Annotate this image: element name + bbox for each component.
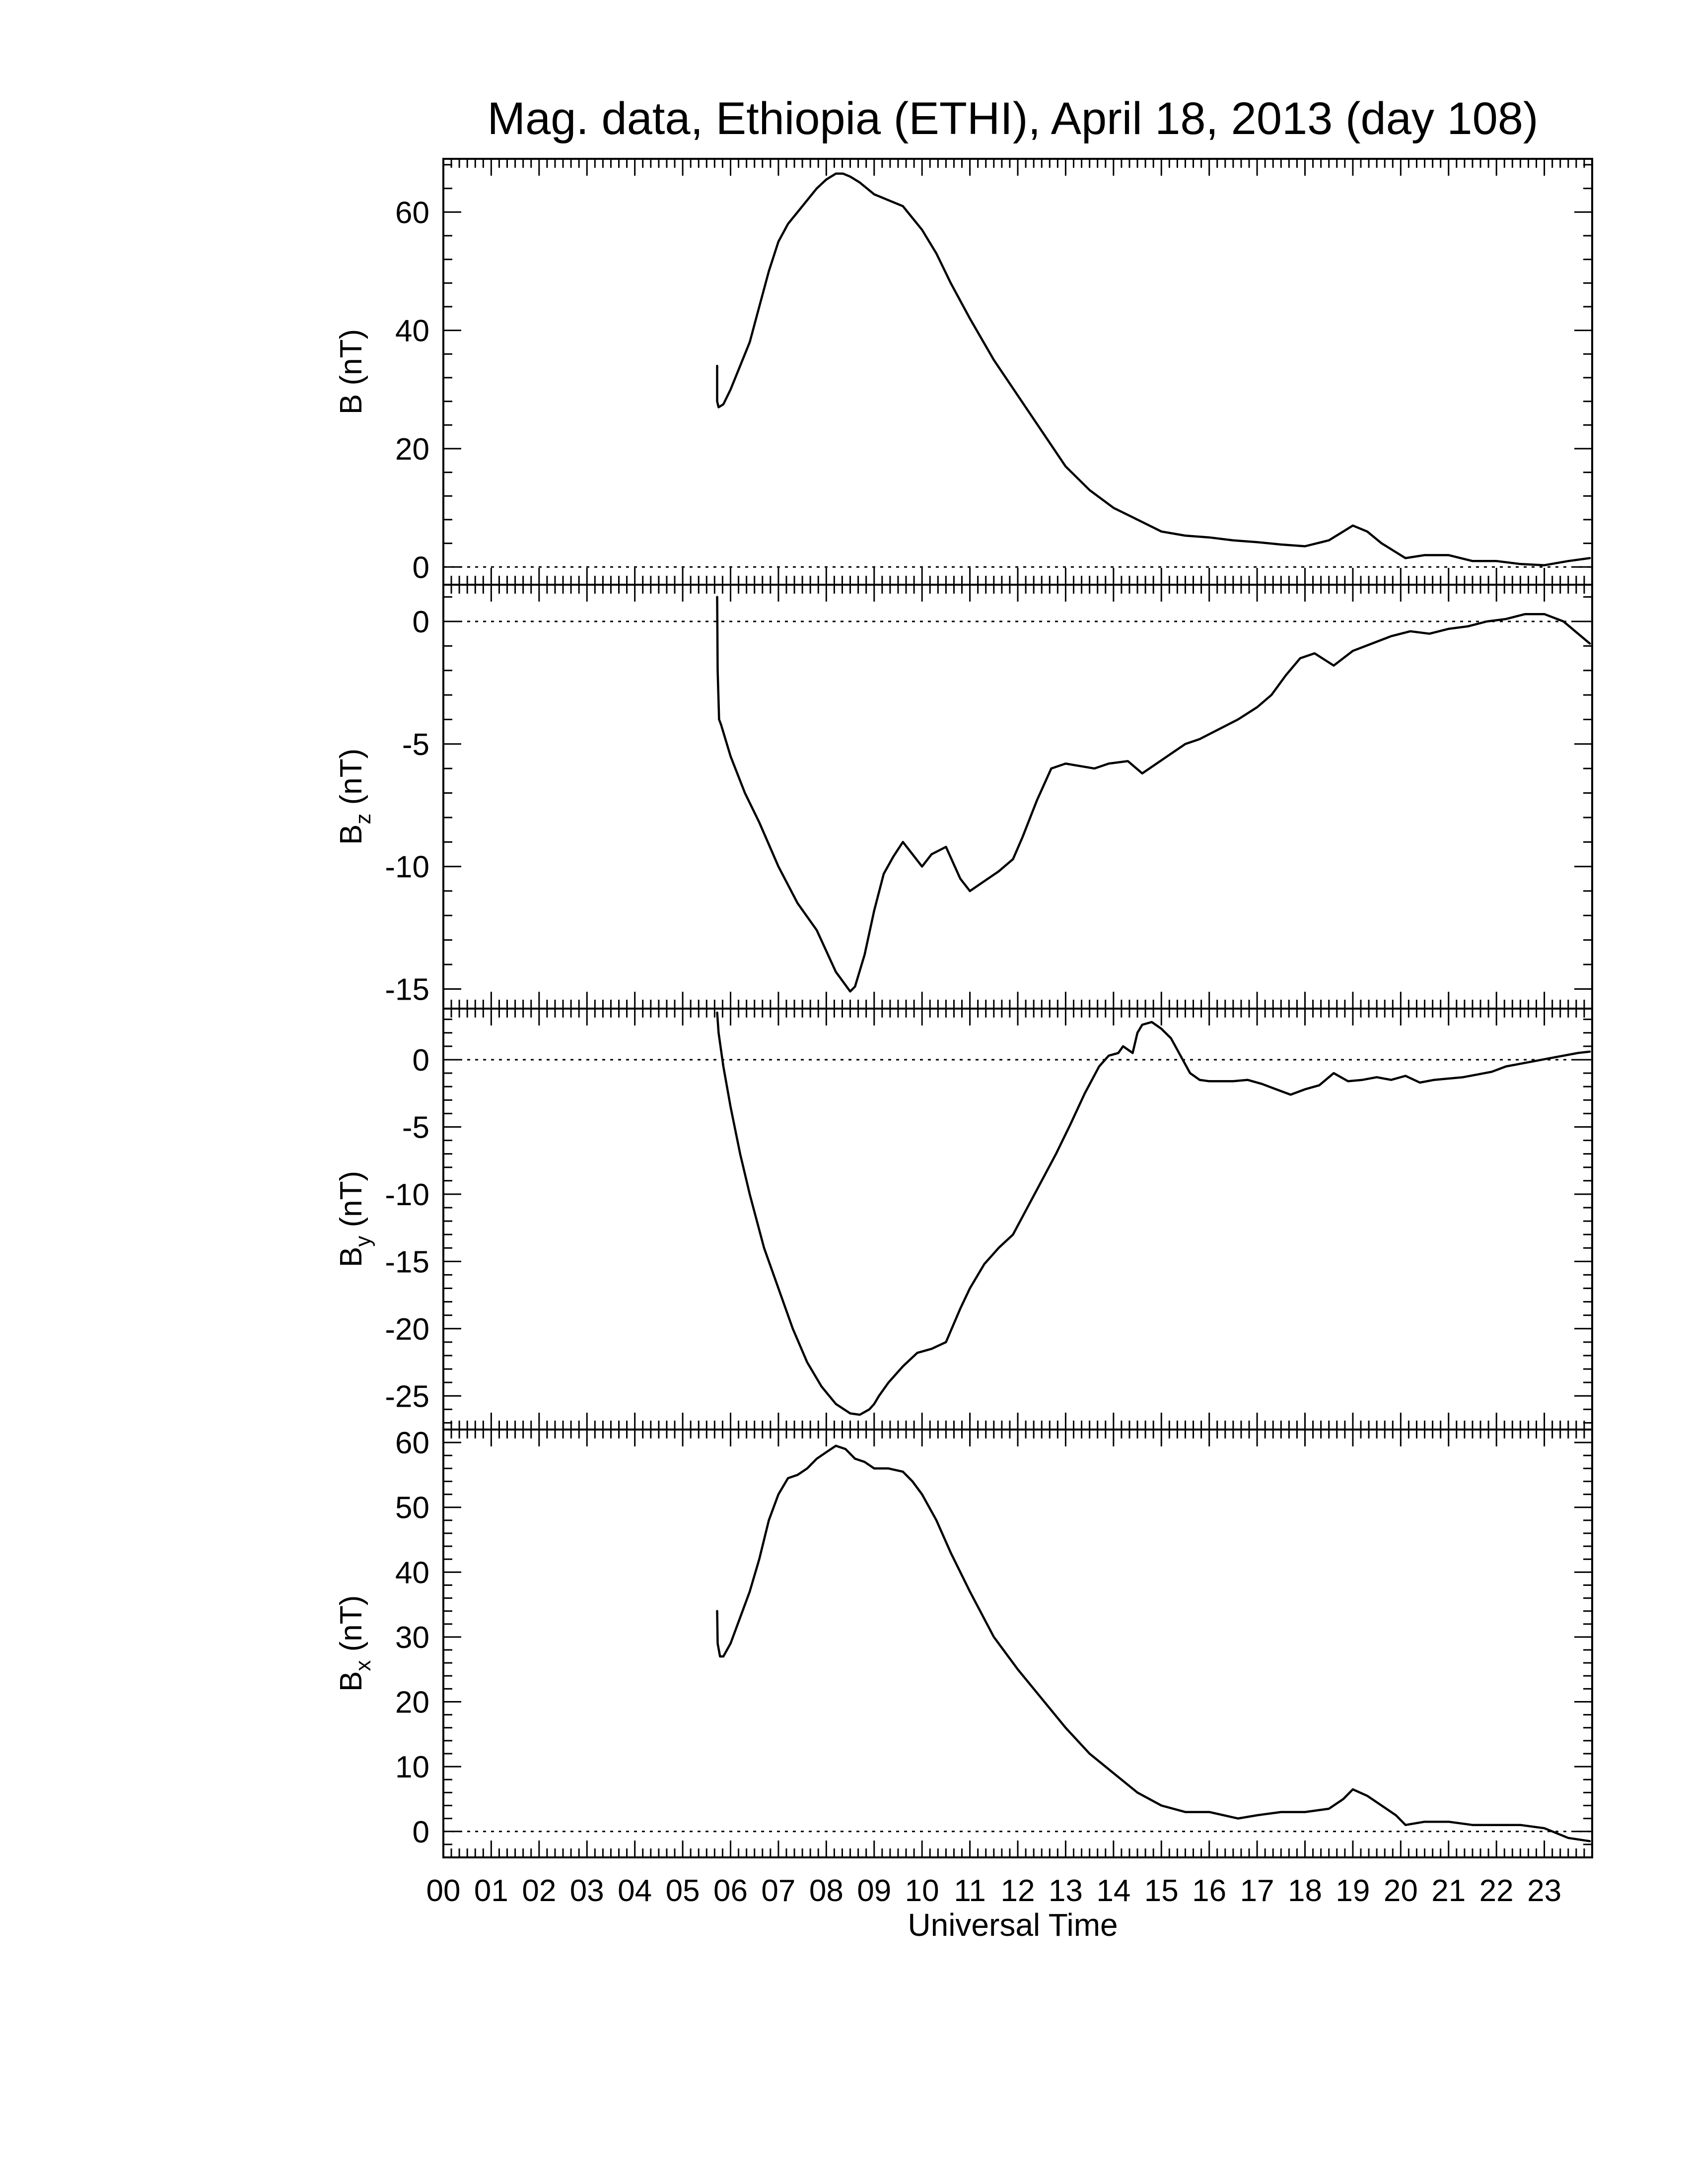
x-tick-label: 06	[713, 1874, 748, 1908]
x-tick-label: 10	[905, 1874, 939, 1908]
x-tick-label: 16	[1192, 1874, 1226, 1908]
x-tick-label: 22	[1479, 1874, 1514, 1908]
panel-4: 0 10 20 30 40 50 60 Bx (nT)	[334, 1426, 1593, 1858]
x-tick-label: 09	[857, 1874, 891, 1908]
x-axis-label: Universal Time	[908, 1907, 1118, 1943]
x-tick-label: 08	[809, 1874, 844, 1908]
y-tick-label: 30	[395, 1621, 429, 1655]
x-tick-label: 14	[1096, 1874, 1130, 1908]
y-tick-label: 60	[395, 1426, 429, 1460]
y-tick-label: 40	[395, 314, 429, 348]
x-tick-label: 12	[1001, 1874, 1035, 1908]
x-tick-label: 03	[570, 1874, 604, 1908]
y-axis-label-subscript: y	[351, 1236, 375, 1247]
y-axis-label-unit: (nT)	[334, 749, 368, 814]
series-line	[716, 1444, 1591, 1843]
y-axis-label: By (nT)	[334, 1171, 375, 1267]
panel-2: -15 -10 -5 0 Bz (nT)	[334, 584, 1593, 1010]
y-axis-label-base: B	[334, 1671, 368, 1692]
y-axis-label-base: B	[334, 1247, 368, 1267]
x-tick-label: 17	[1240, 1874, 1274, 1908]
panel-frame	[442, 1429, 1593, 1858]
x-tick-label: 04	[618, 1874, 652, 1908]
y-axis-label-subscript: x	[351, 1660, 375, 1671]
x-tick-label: 13	[1049, 1874, 1083, 1908]
series-line	[716, 172, 1591, 566]
y-tick-label: 10	[395, 1750, 429, 1784]
y-tick-label: 40	[395, 1556, 429, 1590]
x-tick-label: 00	[426, 1874, 461, 1908]
y-axis-label-subscript: z	[351, 814, 375, 824]
y-tick-label: -10	[385, 1178, 429, 1212]
y-tick-label: 0	[413, 550, 429, 585]
x-tick-label: 19	[1336, 1874, 1370, 1908]
y-tick-label: 20	[395, 432, 429, 467]
y-tick-label: 50	[395, 1491, 429, 1525]
x-tick-label: 20	[1384, 1874, 1418, 1908]
y-axis-label-base: B	[334, 824, 368, 845]
y-axis-label: Bz (nT)	[334, 749, 375, 845]
y-axis-label-unit: (nT)	[334, 329, 368, 394]
y-tick-label: -5	[402, 728, 429, 762]
y-tick-label: 0	[413, 1043, 429, 1078]
x-tick-label: 15	[1144, 1874, 1179, 1908]
x-tick-label: 23	[1527, 1874, 1561, 1908]
series-line	[716, 596, 1591, 993]
y-tick-label: -10	[385, 850, 429, 885]
y-axis-label: B (nT)	[334, 329, 368, 414]
y-axis-label-base: B	[334, 394, 368, 414]
y-tick-label: 20	[395, 1686, 429, 1720]
y-tick-label: 0	[413, 605, 429, 639]
x-tick-label: 07	[761, 1874, 795, 1908]
x-tick-label: 05	[666, 1874, 700, 1908]
y-tick-label: -20	[385, 1312, 429, 1347]
x-tick-label: 01	[474, 1874, 508, 1908]
series-line	[716, 1011, 1591, 1416]
x-tick-label: 18	[1288, 1874, 1322, 1908]
x-tick-label: 11	[954, 1874, 985, 1908]
y-tick-label: -15	[385, 1245, 429, 1279]
y-axis-label-unit: (nT)	[334, 1595, 368, 1660]
x-axis: 00 01 02 03 04 05 06 07 08 09 10 11 12 13 14 15 16 17 18 19…	[426, 1874, 1562, 1908]
y-axis-label: Bx (nT)	[334, 1595, 375, 1692]
y-tick-label: 0	[413, 1815, 429, 1849]
y-tick-label: -5	[402, 1110, 429, 1145]
y-tick-label: -15	[385, 973, 429, 1007]
y-tick-label: 60	[395, 196, 429, 230]
y-tick-label: -25	[385, 1379, 429, 1414]
x-tick-label: 02	[522, 1874, 556, 1908]
y-axis-label-unit: (nT)	[334, 1171, 368, 1236]
chart-title: Mag. data, Ethiopia (ETHI), April 18, 20…	[487, 93, 1538, 144]
x-tick-label: 21	[1431, 1874, 1466, 1908]
